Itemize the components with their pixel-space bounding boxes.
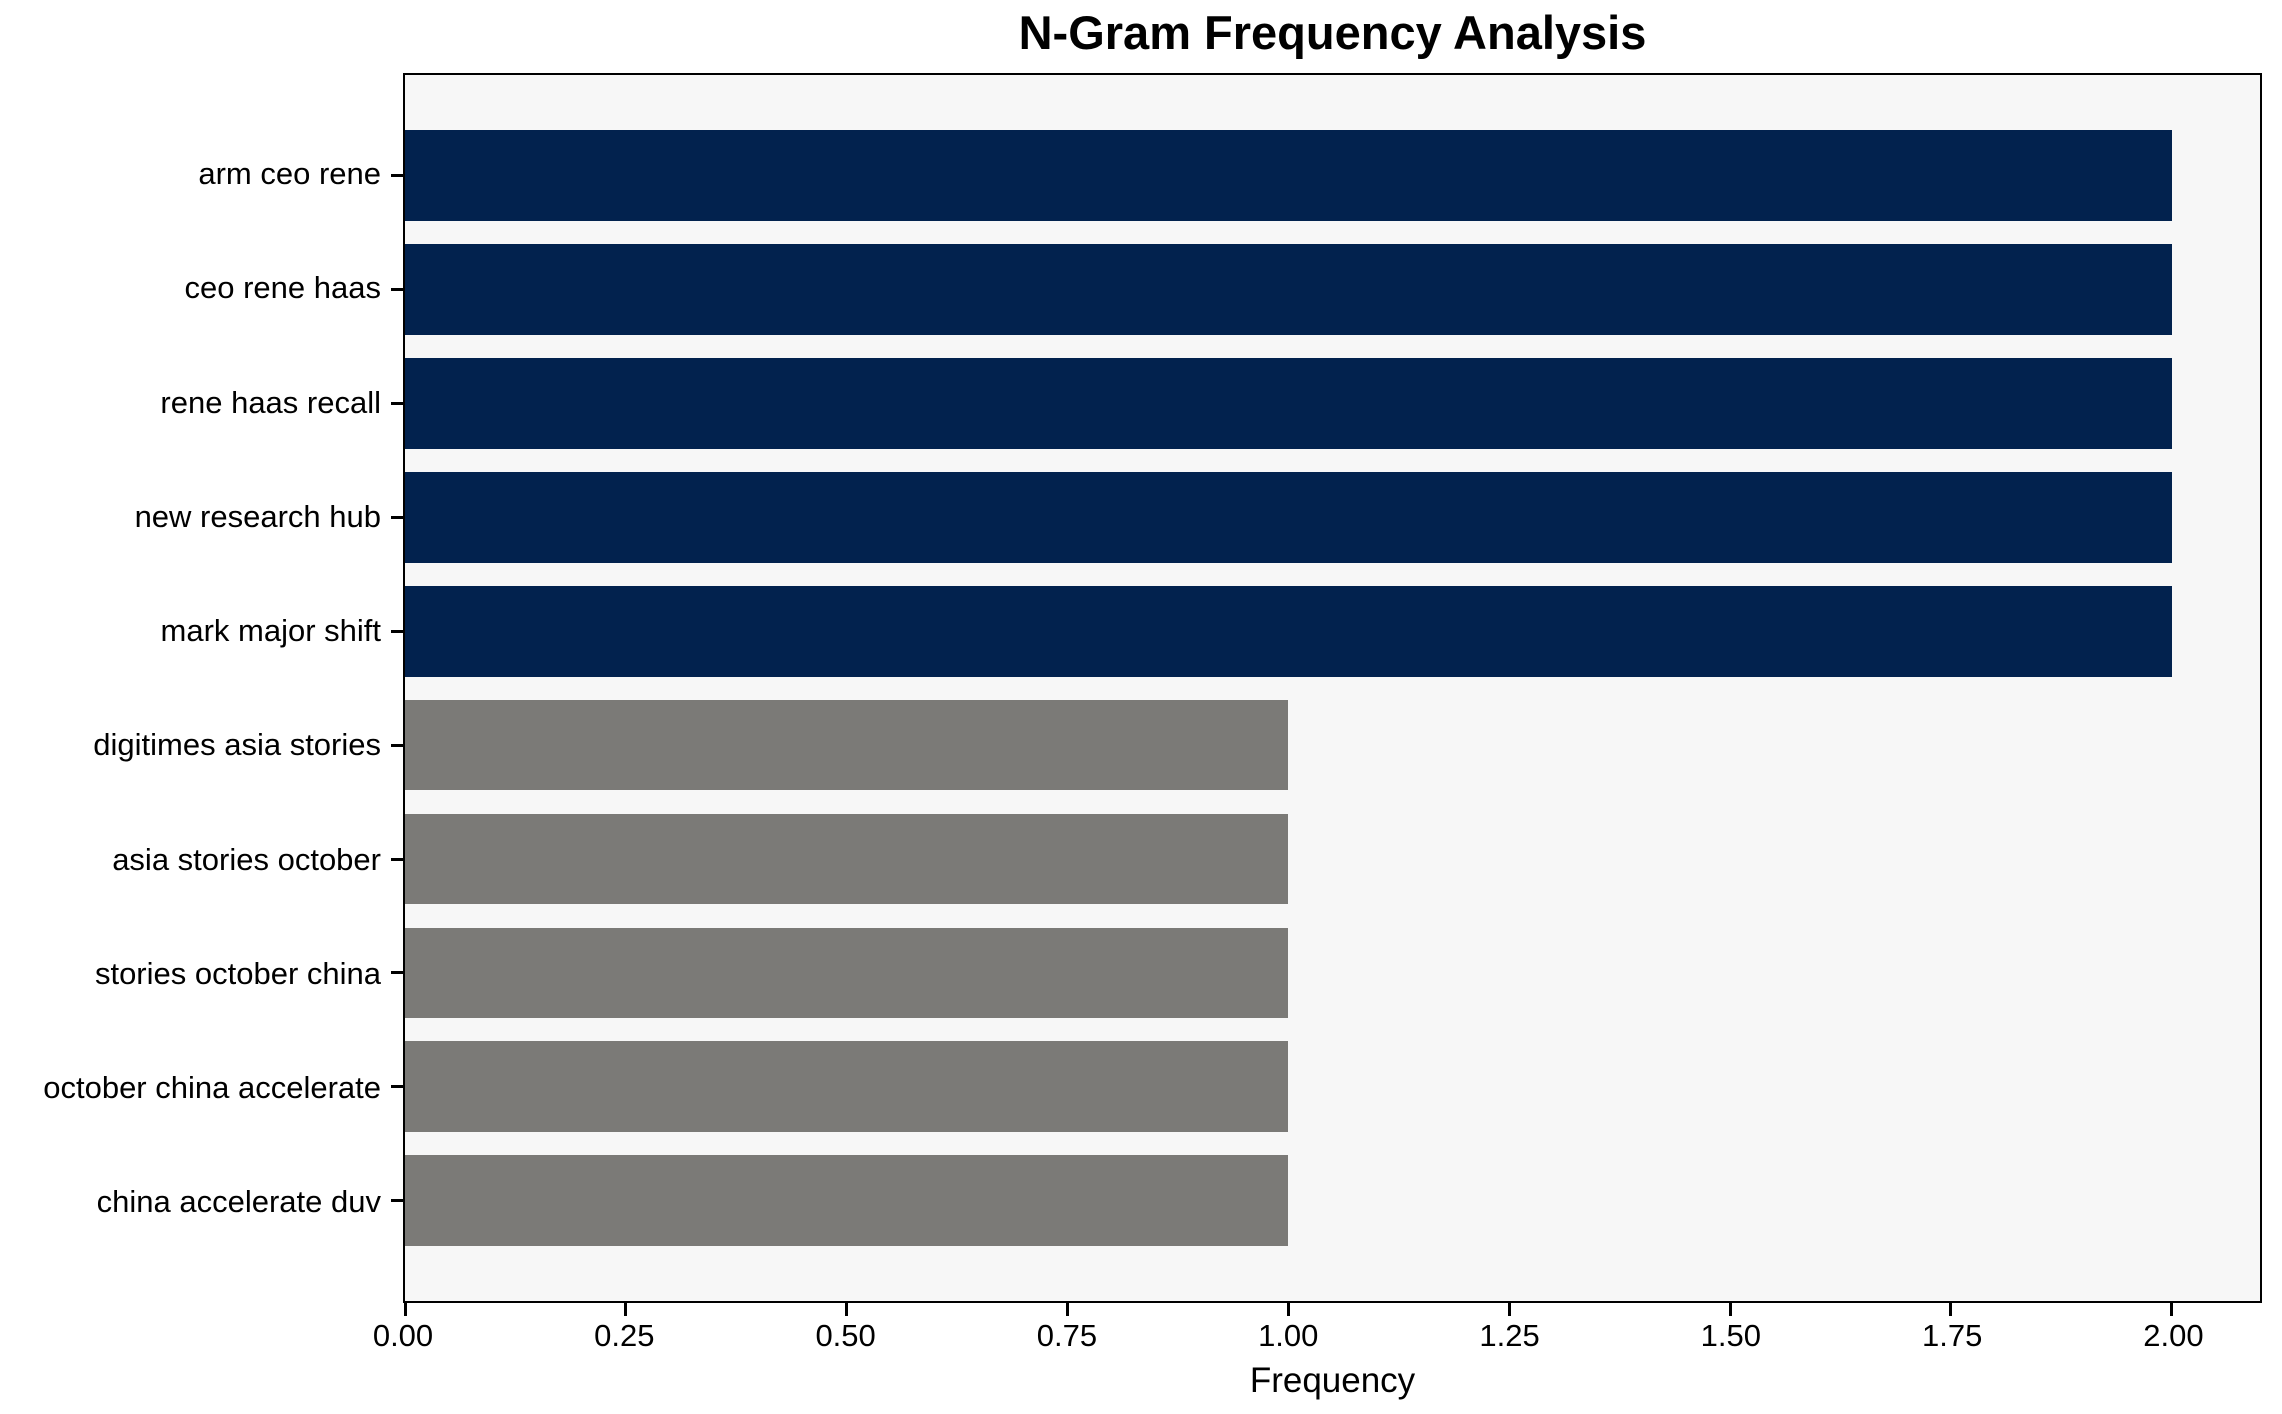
x-tick-label: 2.00: [2143, 1318, 2204, 1353]
y-axis-labels: arm ceo rene ceo rene haas rene haas recal…: [0, 73, 381, 1303]
x-tick-mark: [1066, 1303, 1069, 1316]
x-axis-title: Frequency: [1249, 1361, 1416, 1400]
y-tick-label: mark major shift: [160, 613, 381, 649]
y-tick-mark: [391, 1199, 403, 1203]
y-tick-label: rene haas recall: [160, 384, 381, 420]
y-tick-label: october china accelerate: [43, 1070, 381, 1106]
y-tick-mark: [391, 515, 403, 519]
x-tick-label: 1.25: [1479, 1318, 1540, 1353]
x-tick-mark: [1949, 1303, 1953, 1316]
y-tick-mark: [391, 1085, 403, 1089]
y-tick-mark: [391, 174, 403, 178]
y-tick-label: china accelerate duv: [96, 1184, 381, 1220]
plot-area: [391, 73, 2262, 1316]
y-tick-mark: [391, 971, 403, 975]
x-tick-mark: [1507, 1303, 1511, 1316]
y-tick-label: asia stories october: [112, 841, 381, 877]
bar-new-research-hub: [405, 471, 2172, 563]
y-tick-mark: [391, 743, 403, 747]
bar-october-china-accelerate: [405, 1041, 1289, 1133]
bar-china-accelerate-duv: [405, 1155, 1289, 1247]
x-tick-mark: [2170, 1303, 2174, 1316]
x-axis-tick-labels: 0.00 0.25 0.50 0.75 1.00 1.25 1.50 1.75 2.00: [373, 1317, 2262, 1357]
x-tick-label: 1.50: [1700, 1318, 1762, 1353]
bar-digitimes-asia-stories: [405, 699, 1289, 791]
x-tick-label: 0.00: [372, 1318, 434, 1353]
bar-mark-major-shift: [405, 585, 2172, 677]
y-tick-label: ceo rene haas: [184, 270, 381, 306]
x-tick-label: 0.75: [1036, 1318, 1098, 1353]
y-tick-label: new research hub: [134, 498, 381, 534]
y-tick-mark: [391, 288, 403, 292]
x-tick-label: 0.25: [594, 1318, 655, 1353]
x-tick-mark: [624, 1303, 628, 1316]
bar-ceo-rene-haas: [405, 244, 2172, 335]
x-tick-mark: [403, 1303, 407, 1316]
bar-stories-october-china: [405, 927, 1289, 1019]
y-tick-label: arm ceo rene: [198, 155, 381, 191]
bar-rene-haas-recall: [405, 358, 2172, 449]
y-tick-mark: [391, 857, 403, 861]
x-tick-label: 1.00: [1258, 1318, 1319, 1353]
x-tick-label: 0.50: [815, 1318, 876, 1353]
x-tick-mark: [1286, 1303, 1290, 1316]
chart-title: N-Gram Frequency Analysis: [1018, 6, 1647, 59]
x-tick-mark: [845, 1303, 849, 1316]
y-tick-label: digitimes asia stories: [93, 727, 381, 763]
y-tick-label: stories october china: [94, 955, 381, 991]
bar-asia-stories-october: [405, 813, 1289, 905]
y-tick-mark: [391, 401, 403, 405]
bar-arm-ceo-rene: [405, 130, 2172, 221]
x-tick-label: 1.75: [1921, 1318, 1983, 1353]
y-tick-mark: [391, 629, 403, 633]
x-tick-mark: [1728, 1303, 1732, 1316]
